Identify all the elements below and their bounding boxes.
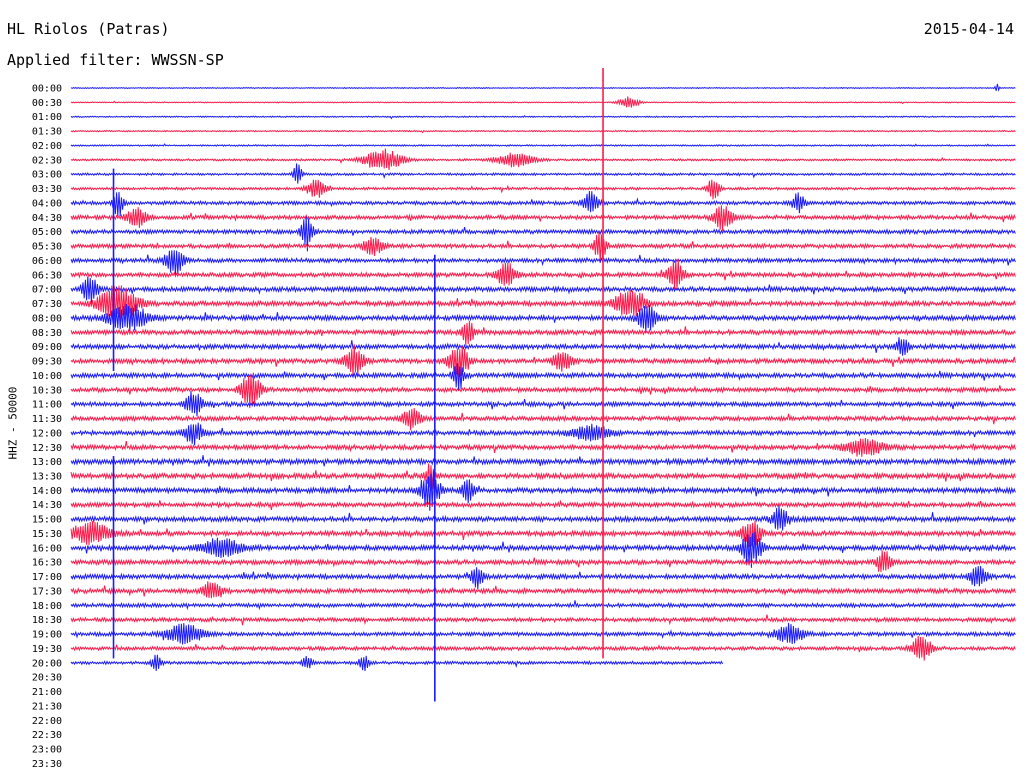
trace-row-0600 bbox=[70, 250, 1016, 276]
time-label-0200: 02:00 bbox=[32, 141, 62, 152]
trace-row-1230 bbox=[70, 437, 1016, 457]
time-label-1630: 16:30 bbox=[32, 558, 62, 569]
time-label-1030: 10:30 bbox=[32, 385, 62, 396]
trace-row-1200 bbox=[70, 422, 1016, 446]
time-label-1530: 15:30 bbox=[32, 529, 62, 540]
trace-row-1730 bbox=[70, 581, 1016, 599]
trace-row-0430 bbox=[70, 205, 1016, 231]
time-label-2130: 21:30 bbox=[32, 701, 62, 712]
time-label-0830: 08:30 bbox=[32, 328, 62, 339]
time-label-1600: 16:00 bbox=[32, 543, 62, 554]
time-label-1300: 13:00 bbox=[32, 457, 62, 468]
trace-row-0230 bbox=[70, 148, 1016, 171]
time-label-0900: 09:00 bbox=[32, 342, 62, 353]
time-label-2200: 22:00 bbox=[32, 716, 62, 727]
time-label-1100: 11:00 bbox=[32, 400, 62, 411]
time-label-0430: 04:30 bbox=[32, 213, 62, 224]
trace-row-0700 bbox=[70, 276, 1016, 304]
trace-row-1800 bbox=[70, 600, 1016, 611]
time-label-1800: 18:00 bbox=[32, 601, 62, 612]
time-label-1430: 14:30 bbox=[32, 500, 62, 511]
time-label-2230: 22:30 bbox=[32, 730, 62, 741]
trace-row-0900 bbox=[70, 337, 1016, 356]
trace-row-2000 bbox=[70, 654, 724, 672]
filter-label: Applied filter: WWSSN-SP bbox=[7, 51, 224, 69]
trace-row-1830 bbox=[70, 614, 1016, 626]
trace-row-0730 bbox=[70, 285, 1016, 321]
time-label-2100: 21:00 bbox=[32, 687, 62, 698]
trace-row-0630 bbox=[70, 258, 1016, 291]
time-label-1000: 10:00 bbox=[32, 371, 62, 382]
time-label-0530: 05:30 bbox=[32, 242, 62, 253]
time-label-0130: 01:30 bbox=[32, 127, 62, 138]
trace-row-0030 bbox=[70, 96, 1016, 108]
time-label-0930: 09:30 bbox=[32, 357, 62, 368]
time-label-0230: 02:30 bbox=[32, 155, 62, 166]
station-title: HL Riolos (Patras) bbox=[7, 20, 170, 38]
time-label-2300: 23:00 bbox=[32, 745, 62, 756]
time-label-2330: 23:30 bbox=[32, 759, 62, 770]
time-label-0300: 03:00 bbox=[32, 170, 62, 181]
trace-row-0300 bbox=[70, 163, 1016, 184]
time-label-0700: 07:00 bbox=[32, 285, 62, 296]
trace-row-1130 bbox=[70, 407, 1016, 431]
trace-row-1530 bbox=[70, 520, 1016, 548]
time-label-1500: 15:00 bbox=[32, 515, 62, 526]
time-label-0630: 06:30 bbox=[32, 270, 62, 281]
time-label-1700: 17:00 bbox=[32, 572, 62, 583]
time-label-1730: 17:30 bbox=[32, 586, 62, 597]
time-label-1830: 18:30 bbox=[32, 615, 62, 626]
time-label-0400: 04:00 bbox=[32, 198, 62, 209]
seismic-spikes bbox=[112, 68, 604, 702]
time-label-0030: 00:30 bbox=[32, 98, 62, 109]
time-label-0800: 08:00 bbox=[32, 313, 62, 324]
time-label-0000: 00:00 bbox=[32, 84, 62, 95]
time-label-0100: 01:00 bbox=[32, 112, 62, 123]
time-label-1400: 14:00 bbox=[32, 486, 62, 497]
time-label-1130: 11:30 bbox=[32, 414, 62, 425]
time-label-1930: 19:30 bbox=[32, 644, 62, 655]
trace-row-0400 bbox=[70, 191, 1016, 217]
trace-row-1930 bbox=[70, 636, 1016, 661]
time-label-1900: 19:00 bbox=[32, 630, 62, 641]
trace-row-0830 bbox=[70, 320, 1016, 346]
trace-row-0800 bbox=[70, 304, 1016, 333]
trace-row-1700 bbox=[70, 565, 1016, 590]
seismic-traces bbox=[70, 83, 1016, 672]
time-labels: 00:00 00:30 01:00 01:30 02:00 02:30 03:00 03:30… bbox=[32, 84, 62, 770]
trace-row-1430 bbox=[70, 499, 1016, 510]
trace-row-0000 bbox=[70, 83, 1016, 92]
time-label-0600: 06:00 bbox=[32, 256, 62, 267]
trace-row-1630 bbox=[70, 550, 1016, 573]
time-label-2030: 20:30 bbox=[32, 673, 62, 684]
plot-date: 2015-04-14 bbox=[923, 20, 1014, 38]
trace-row-1030 bbox=[70, 372, 1016, 409]
time-label-1230: 12:30 bbox=[32, 443, 62, 454]
trace-row-0200 bbox=[70, 143, 1016, 147]
trace-row-1500 bbox=[70, 505, 1016, 531]
trace-row-0500 bbox=[70, 216, 1016, 252]
trace-row-1100 bbox=[70, 391, 1016, 417]
trace-row-1300 bbox=[70, 455, 1016, 467]
time-label-2000: 20:00 bbox=[32, 658, 62, 669]
trace-row-1330 bbox=[70, 463, 1016, 490]
trace-row-1900 bbox=[70, 622, 1016, 645]
time-label-0330: 03:30 bbox=[32, 184, 62, 195]
trace-row-0530 bbox=[70, 231, 1016, 263]
time-label-0500: 05:00 bbox=[32, 227, 62, 238]
trace-row-1600 bbox=[70, 531, 1016, 568]
trace-row-1000 bbox=[70, 363, 1016, 391]
time-label-1200: 12:00 bbox=[32, 428, 62, 439]
trace-row-0100 bbox=[70, 114, 1016, 120]
trace-row-0130 bbox=[70, 129, 1016, 134]
trace-row-0930 bbox=[70, 344, 1016, 380]
trace-row-1400 bbox=[70, 471, 1016, 511]
time-label-1330: 13:30 bbox=[32, 471, 62, 482]
trace-row-0330 bbox=[70, 179, 1016, 200]
time-label-0730: 07:30 bbox=[32, 299, 62, 310]
